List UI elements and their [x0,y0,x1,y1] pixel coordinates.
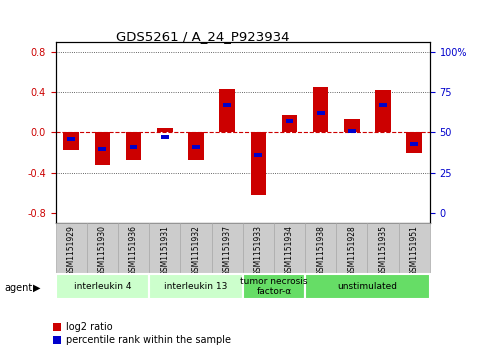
Text: GSM1151937: GSM1151937 [223,225,232,276]
Text: interleukin 4: interleukin 4 [73,282,131,291]
Text: GSM1151938: GSM1151938 [316,225,325,276]
Text: agent: agent [5,283,33,293]
Legend: log2 ratio, percentile rank within the sample: log2 ratio, percentile rank within the s… [53,322,231,346]
Bar [313,87,328,132]
Text: GSM1151933: GSM1151933 [254,225,263,276]
Bar [282,115,298,132]
Bar [157,129,172,132]
Text: GSM1151930: GSM1151930 [98,225,107,276]
Bar [63,132,79,150]
Bar [192,145,200,149]
Bar [180,223,212,274]
Bar [398,223,430,274]
Bar [149,223,180,274]
Bar [379,103,387,107]
Bar [317,111,325,115]
Text: GSM1151929: GSM1151929 [67,225,76,276]
Text: GSM1151935: GSM1151935 [379,225,387,276]
Bar [188,132,204,160]
Bar [56,223,87,274]
Bar [348,129,356,133]
Text: GSM1151934: GSM1151934 [285,225,294,276]
Bar [161,135,169,139]
Bar [274,223,305,274]
Bar [336,223,368,274]
Bar [56,274,149,299]
Bar [242,223,274,274]
Bar [255,153,262,157]
Bar [67,137,75,141]
Bar [99,147,106,151]
Bar [407,132,422,153]
Bar [344,119,360,132]
Text: GSM1151928: GSM1151928 [347,225,356,276]
Text: GSM1151951: GSM1151951 [410,225,419,276]
Bar [251,132,266,195]
Bar [212,223,242,274]
Bar [126,132,142,160]
Bar [285,119,293,123]
Text: GSM1151931: GSM1151931 [160,225,169,276]
Bar [375,90,391,132]
Text: unstimulated: unstimulated [338,282,398,291]
Bar [223,103,231,107]
Bar [305,223,336,274]
Text: interleukin 13: interleukin 13 [164,282,227,291]
Text: GSM1151932: GSM1151932 [191,225,200,276]
Bar [219,89,235,132]
Text: tumor necrosis
factor-α: tumor necrosis factor-α [240,277,308,297]
Text: ▶: ▶ [33,283,41,293]
Text: GSM1151936: GSM1151936 [129,225,138,276]
Bar [129,145,138,149]
Text: GDS5261 / A_24_P923934: GDS5261 / A_24_P923934 [116,30,290,43]
Bar [95,132,110,165]
Bar [87,223,118,274]
Bar [118,223,149,274]
Bar [149,274,242,299]
Bar [242,274,305,299]
Bar [368,223,398,274]
Bar [411,142,418,146]
Bar [305,274,430,299]
